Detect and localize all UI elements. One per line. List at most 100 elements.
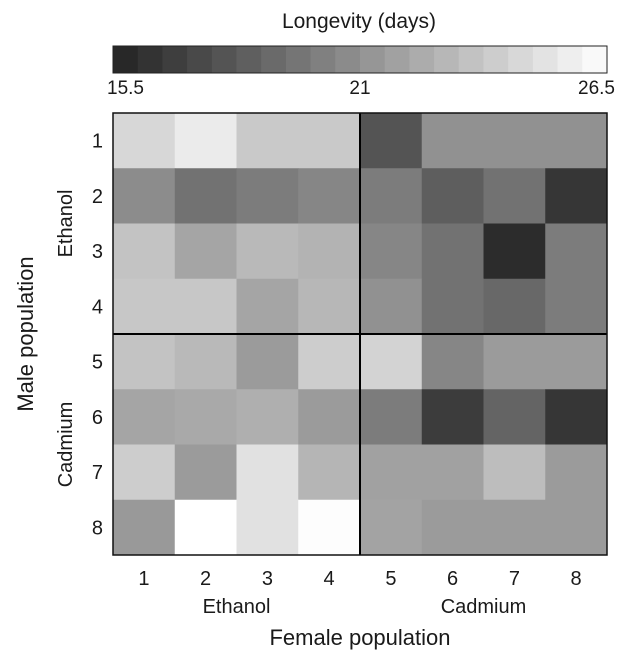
heatmap-cell	[113, 168, 176, 224]
heatmap-cell	[298, 334, 361, 390]
heatmap-cell	[174, 168, 237, 224]
y-tick-labels: 1 2 3 4 5 6 7 8	[92, 131, 103, 540]
heatmap-cell	[236, 113, 299, 169]
y-group-label: Ethanol	[55, 190, 77, 258]
heatmap-frame	[112, 112, 608, 556]
colorbar-segment	[409, 46, 435, 73]
heatmap-cell	[360, 113, 423, 169]
colorbar-tick-label: 21	[349, 78, 370, 99]
y-group-label: Cadmium	[55, 402, 77, 488]
x-group-label: Cadmium	[441, 596, 527, 618]
heatmap-cell	[236, 444, 299, 501]
x-group-label: Ethanol	[203, 596, 271, 618]
heatmap-cell	[174, 389, 237, 445]
heatmap-cell	[113, 334, 176, 390]
x-tick-label: 3	[262, 568, 273, 590]
heatmap-cell	[298, 444, 361, 501]
colorbar-segment	[162, 46, 188, 73]
heatmap-cell	[298, 389, 361, 445]
heatmap-cell	[483, 389, 546, 445]
heatmap-cell	[360, 278, 423, 335]
colorbar-segment	[187, 46, 213, 73]
heatmap-cell	[545, 334, 608, 390]
heatmap-cell	[545, 278, 608, 335]
heatmap-cell	[360, 389, 423, 445]
heatmap-cell	[113, 389, 176, 445]
colorbar-segment	[137, 46, 163, 73]
heatmap-cell	[421, 334, 484, 390]
heatmap-cell	[174, 444, 237, 501]
heatmap-cell	[113, 278, 176, 335]
heatmap-cell	[236, 278, 299, 335]
colorbar-segment	[532, 46, 559, 73]
heatmap-cell	[174, 499, 237, 556]
heatmap-cell	[421, 223, 484, 280]
y-axis-title: Male population	[13, 256, 38, 411]
colorbar-segment	[236, 46, 262, 73]
heatmap-cell	[236, 168, 299, 224]
y-tick-label: 1	[92, 131, 103, 153]
x-tick-label: 4	[324, 568, 335, 590]
heatmap-cell	[421, 444, 484, 501]
colorbar-frame	[112, 45, 608, 74]
heatmap-cell	[174, 223, 237, 280]
heatmap-cell	[298, 168, 361, 224]
heatmap-cell	[421, 278, 484, 335]
heatmap-cell	[421, 499, 484, 556]
heatmap-cell	[545, 223, 608, 280]
x-tick-label: 2	[200, 568, 211, 590]
heatmap-cell	[113, 113, 176, 169]
heatmap-cell	[113, 223, 176, 280]
y-tick-label: 6	[92, 407, 103, 429]
colorbar-tick-label: 15.5	[107, 78, 144, 99]
heatmap-cell	[360, 499, 423, 556]
colorbar-segments	[113, 46, 608, 73]
colorbar-segment	[434, 46, 460, 73]
heatmap-cell	[545, 168, 608, 224]
x-group-labels: Ethanol Cadmium	[203, 596, 527, 618]
heatmap-cell	[483, 278, 546, 335]
heatmap-cell	[421, 168, 484, 224]
group-dividers	[113, 113, 607, 555]
heatmap-cell	[113, 499, 176, 556]
y-tick-label: 3	[92, 241, 103, 263]
heatmap-cell	[360, 168, 423, 224]
colorbar-segment	[384, 46, 410, 73]
x-tick-labels: 1 2 3 4 5 6 7 8	[138, 568, 581, 590]
colorbar-tick-label: 26.5	[578, 78, 615, 99]
heatmap-cell	[483, 168, 546, 224]
heatmap-cell	[298, 499, 361, 556]
y-tick-label: 4	[92, 296, 103, 318]
heatmap-cell	[236, 499, 299, 556]
x-tick-label: 8	[571, 568, 582, 590]
heatmap-cell	[483, 499, 546, 556]
heatmap-cell	[421, 389, 484, 445]
heatmap-cell	[298, 113, 361, 169]
heatmap-cell	[545, 389, 608, 445]
heatmap-cell	[545, 499, 608, 556]
heatmap-cell	[360, 223, 423, 280]
x-axis-title: Female population	[269, 625, 450, 650]
heatmap-cell	[298, 278, 361, 335]
x-tick-label: 7	[509, 568, 520, 590]
y-tick-label: 2	[92, 186, 103, 208]
colorbar-segment	[211, 46, 238, 73]
heatmap-cell	[174, 113, 237, 169]
heatmap-cell	[236, 223, 299, 280]
colorbar-segment	[335, 46, 361, 73]
heatmap-cell	[360, 334, 423, 390]
colorbar-segment	[310, 46, 336, 73]
heatmap-cell	[298, 223, 361, 280]
heatmap-cell	[113, 444, 176, 501]
heatmap-cell	[483, 444, 546, 501]
heatmap-cell	[483, 223, 546, 280]
y-tick-label: 7	[92, 462, 103, 484]
y-tick-label: 8	[92, 517, 103, 539]
colorbar-segment	[360, 46, 386, 73]
x-tick-label: 6	[447, 568, 458, 590]
colorbar-segment	[261, 46, 287, 73]
x-tick-label: 1	[138, 568, 149, 590]
colorbar-segment	[285, 46, 312, 73]
colorbar-title: Longevity (days)	[282, 10, 436, 33]
